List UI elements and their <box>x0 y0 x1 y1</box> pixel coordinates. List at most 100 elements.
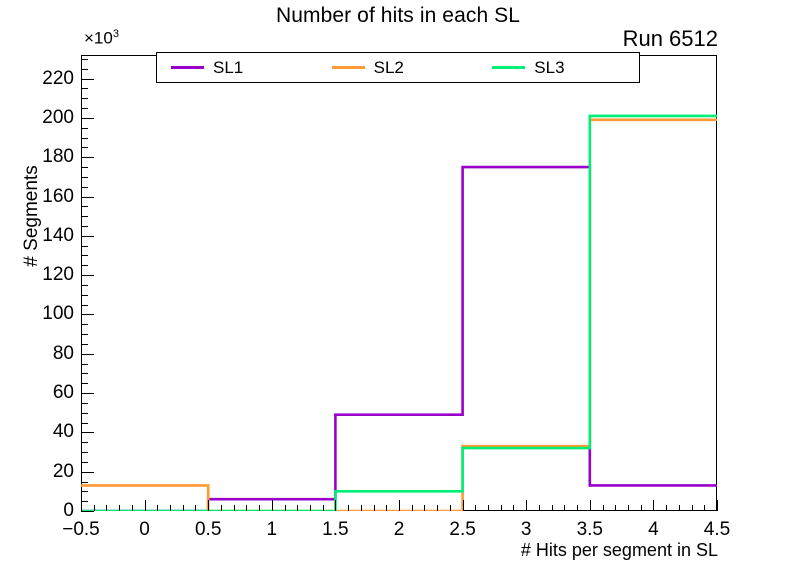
x-axis-minor-tick <box>170 505 172 511</box>
x-axis-major-tick <box>589 500 591 511</box>
x-axis-minor-tick <box>322 505 324 511</box>
y-axis-major-tick <box>81 432 94 434</box>
y-axis-major-tick <box>81 314 94 316</box>
y-axis-minor-tick <box>81 137 88 139</box>
y-axis-minor-tick <box>81 245 88 247</box>
x-axis-minor-tick <box>615 505 617 511</box>
x-axis-major-tick <box>335 500 337 511</box>
y-axis-tick-label: 140 <box>42 224 74 246</box>
y-axis-minor-tick <box>81 176 88 178</box>
x-axis-major-tick <box>717 500 718 511</box>
y-axis-tick-label: 40 <box>52 421 74 443</box>
y-axis-minor-tick <box>81 68 88 70</box>
x-axis-minor-tick <box>577 505 579 511</box>
y-axis-minor-tick <box>81 255 88 257</box>
y-axis-minor-tick <box>81 412 88 414</box>
x-axis-minor-tick <box>360 505 362 511</box>
x-axis-minor-tick <box>564 505 566 511</box>
legend-entry-sl3[interactable]: SL3 <box>478 58 639 78</box>
x-axis-minor-tick <box>182 505 184 511</box>
y-axis-exponent-base: ×10 <box>84 28 113 48</box>
x-axis-minor-tick <box>666 505 668 511</box>
y-axis-tick-label: 200 <box>42 106 74 128</box>
x-axis-minor-tick <box>475 505 477 511</box>
x-axis-minor-tick <box>500 505 502 511</box>
x-axis-minor-tick <box>233 505 235 511</box>
y-axis-title: # Segments <box>21 165 42 267</box>
x-axis-minor-tick <box>246 505 248 511</box>
x-axis-minor-tick <box>157 505 159 511</box>
x-axis-minor-tick <box>386 505 388 511</box>
x-axis-minor-tick <box>131 505 133 511</box>
x-axis-minor-tick <box>195 505 197 511</box>
x-axis-minor-tick <box>297 505 299 511</box>
legend-swatch-sl3 <box>492 66 526 69</box>
y-axis-minor-tick <box>81 186 88 188</box>
y-axis-minor-tick <box>81 284 88 286</box>
y-axis-major-tick <box>81 511 94 512</box>
legend: SL1 SL2 SL3 <box>156 52 640 83</box>
plot-frame <box>81 55 717 511</box>
x-axis-minor-tick <box>93 505 95 511</box>
x-axis-major-tick <box>399 500 400 511</box>
y-axis-minor-tick <box>81 206 88 208</box>
y-axis-tick-label: 220 <box>42 67 74 89</box>
y-axis-minor-tick <box>81 226 88 227</box>
y-axis-major-tick <box>81 78 94 80</box>
x-axis-tick-label: −0.5 <box>62 519 100 540</box>
y-axis-tick-label: 120 <box>42 264 74 286</box>
y-axis-exponent: ×103 <box>84 28 119 49</box>
legend-label-sl2: SL2 <box>373 57 404 77</box>
page-title: Number of hits in each SL <box>275 4 521 27</box>
y-axis-major-tick <box>81 275 94 277</box>
legend-label-sl3: SL3 <box>534 57 565 77</box>
y-axis-major-tick <box>81 353 94 355</box>
x-axis-major-tick <box>208 500 210 511</box>
x-axis-minor-tick <box>284 505 286 511</box>
x-axis-minor-tick <box>488 505 490 511</box>
y-axis-minor-tick <box>81 304 88 306</box>
y-axis-minor-tick <box>81 402 88 404</box>
x-axis-minor-tick <box>678 505 680 511</box>
x-axis-minor-tick <box>424 505 426 511</box>
y-axis-tick-label: 100 <box>42 303 74 325</box>
x-axis-minor-tick <box>106 505 108 511</box>
y-axis-minor-tick <box>81 363 88 365</box>
y-axis-minor-tick <box>81 147 88 149</box>
y-axis-minor-tick <box>81 216 88 218</box>
x-axis-minor-tick <box>538 505 540 511</box>
y-axis-tick-label: 20 <box>52 460 74 482</box>
x-axis-tick-label: 4 <box>648 519 659 540</box>
x-axis-minor-tick <box>220 505 222 511</box>
y-axis-tick-label: 180 <box>42 146 74 168</box>
y-axis-minor-tick <box>81 324 88 326</box>
x-axis-minor-tick <box>640 505 642 511</box>
x-axis-major-tick <box>81 500 82 511</box>
y-axis-minor-tick <box>81 334 88 336</box>
y-axis-minor-tick <box>81 167 88 169</box>
x-axis-title: # Hits per segment in SL <box>520 540 718 560</box>
y-axis-tick-label: 160 <box>42 185 74 207</box>
x-axis-minor-tick <box>551 505 553 511</box>
y-axis-major-tick <box>81 393 94 395</box>
x-axis-minor-tick <box>691 505 693 511</box>
x-axis-minor-tick <box>119 505 121 511</box>
x-axis-minor-tick <box>704 505 706 511</box>
x-axis-minor-tick <box>437 505 439 511</box>
x-axis-major-tick <box>462 500 464 511</box>
series-line-sl3 <box>81 114 717 511</box>
legend-entry-sl2[interactable]: SL2 <box>318 58 479 78</box>
legend-entry-sl1[interactable]: SL1 <box>157 58 318 78</box>
x-axis-minor-tick <box>627 505 629 511</box>
y-axis-major-tick <box>81 196 94 198</box>
x-axis-minor-tick <box>309 505 311 511</box>
x-axis-minor-tick <box>373 505 375 511</box>
y-axis-minor-tick <box>81 98 88 100</box>
x-axis-tick-label: 1.5 <box>322 519 349 540</box>
y-axis-minor-tick <box>81 108 88 110</box>
x-axis-minor-tick <box>449 505 451 511</box>
x-axis-minor-tick <box>513 505 515 511</box>
x-axis-minor-tick <box>411 505 413 511</box>
